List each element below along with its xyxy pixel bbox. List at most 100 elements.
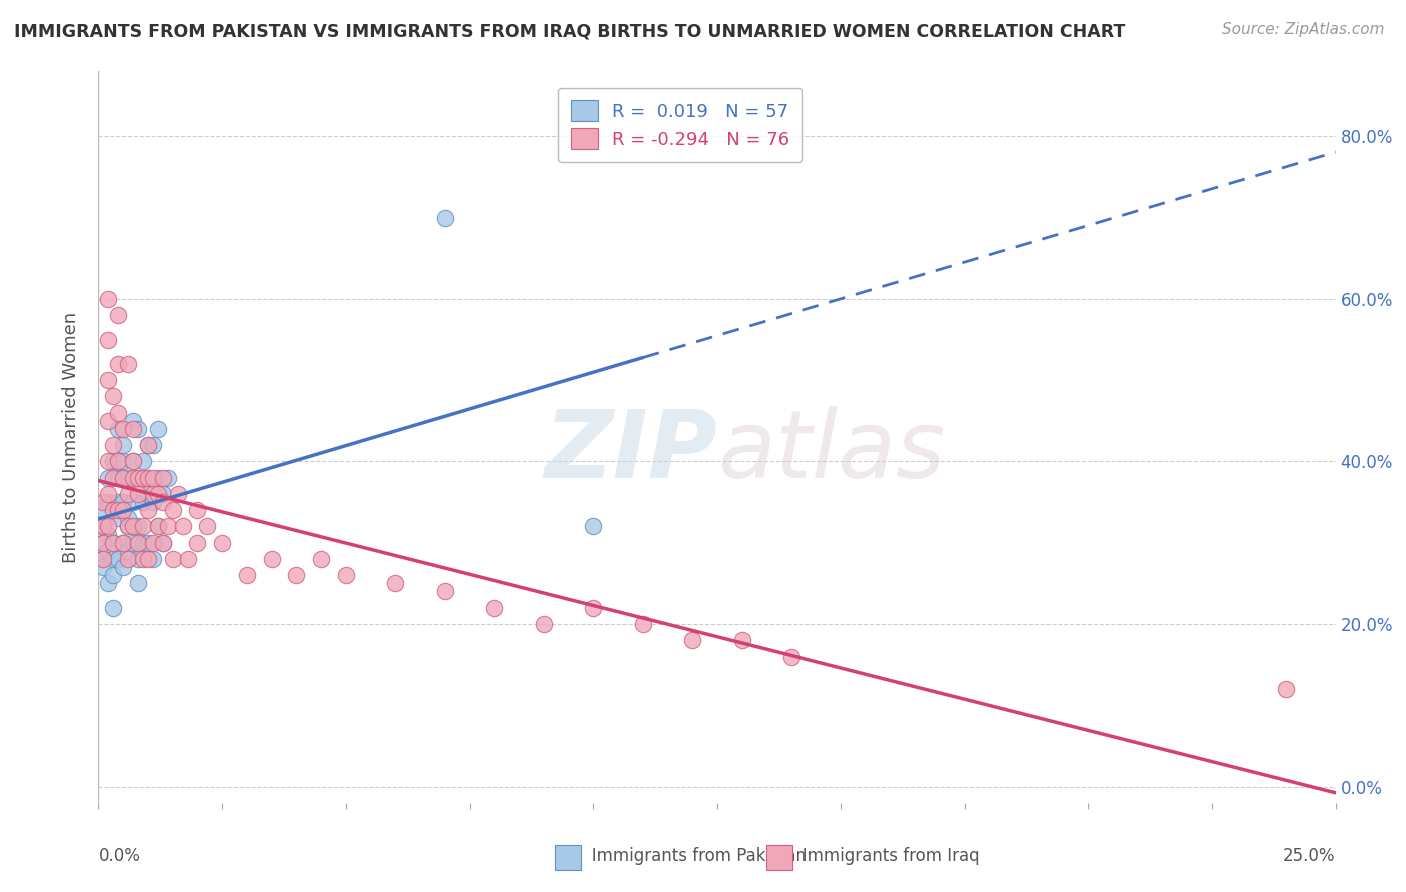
Point [103, 389, 125, 403]
Point [112, 454, 135, 468]
Point [335, 568, 357, 582]
Point [107, 308, 129, 322]
Point [681, 633, 703, 648]
Point [136, 438, 159, 452]
Point [117, 552, 139, 566]
Point [211, 535, 233, 549]
Point [132, 519, 155, 533]
Point [142, 552, 165, 566]
Point [132, 471, 155, 485]
Point [107, 406, 129, 420]
Point [127, 519, 149, 533]
Point [142, 471, 165, 485]
Point [631, 617, 654, 632]
Point [162, 503, 184, 517]
Point [433, 584, 456, 599]
Text: 0.0%: 0.0% [98, 847, 141, 865]
Point [107, 511, 129, 525]
Point [122, 495, 145, 509]
Point [103, 552, 125, 566]
Point [127, 576, 149, 591]
Point [97, 495, 120, 509]
Point [152, 471, 174, 485]
Text: ZIP: ZIP [544, 406, 717, 498]
Point [533, 617, 555, 632]
Point [93, 535, 115, 549]
Point [146, 471, 169, 485]
Point [142, 535, 165, 549]
Point [107, 552, 129, 566]
Text: Source: ZipAtlas.com: Source: ZipAtlas.com [1222, 22, 1385, 37]
Point [152, 487, 174, 501]
Point [122, 422, 145, 436]
Point [136, 438, 159, 452]
Point [176, 552, 198, 566]
Point [122, 471, 145, 485]
Point [132, 454, 155, 468]
Point [112, 438, 135, 452]
Point [172, 519, 194, 533]
Point [97, 373, 120, 387]
Point [136, 535, 159, 549]
Point [97, 487, 120, 501]
Point [103, 535, 125, 549]
Point [117, 357, 139, 371]
Point [97, 519, 120, 533]
Point [1275, 681, 1298, 696]
Point [117, 487, 139, 501]
Point [780, 649, 803, 664]
Point [112, 503, 135, 517]
Point [146, 422, 169, 436]
Point [260, 552, 283, 566]
Point [112, 560, 135, 574]
Point [97, 333, 120, 347]
Point [112, 535, 135, 549]
Point [156, 519, 179, 533]
Point [582, 519, 605, 533]
Point [93, 519, 115, 533]
Point [93, 535, 115, 549]
Point [146, 487, 169, 501]
Point [97, 471, 120, 485]
Point [103, 568, 125, 582]
Point [127, 422, 149, 436]
Point [97, 576, 120, 591]
Point [136, 471, 159, 485]
Point [97, 544, 120, 558]
Point [142, 438, 165, 452]
Point [103, 471, 125, 485]
Point [112, 471, 135, 485]
Point [117, 544, 139, 558]
Y-axis label: Births to Unmarried Women: Births to Unmarried Women [62, 311, 80, 563]
Point [152, 535, 174, 549]
Point [142, 495, 165, 509]
Point [103, 503, 125, 517]
Point [136, 471, 159, 485]
Point [132, 552, 155, 566]
Point [433, 211, 456, 225]
Point [122, 535, 145, 549]
Point [195, 519, 218, 533]
Point [127, 471, 149, 485]
Text: atlas: atlas [717, 406, 945, 497]
Point [117, 511, 139, 525]
Point [117, 519, 139, 533]
Point [582, 600, 605, 615]
Point [146, 519, 169, 533]
Point [166, 487, 188, 501]
Point [107, 454, 129, 468]
Point [103, 600, 125, 615]
Point [107, 503, 129, 517]
Point [93, 560, 115, 574]
Point [122, 454, 145, 468]
Point [384, 576, 406, 591]
Point [162, 552, 184, 566]
Point [309, 552, 332, 566]
Legend: R =  0.019   N = 57, R = -0.294   N = 76: R = 0.019 N = 57, R = -0.294 N = 76 [558, 87, 801, 162]
Point [142, 487, 165, 501]
Point [127, 471, 149, 485]
Point [93, 503, 115, 517]
Point [103, 438, 125, 452]
Point [93, 552, 115, 566]
Point [107, 422, 129, 436]
